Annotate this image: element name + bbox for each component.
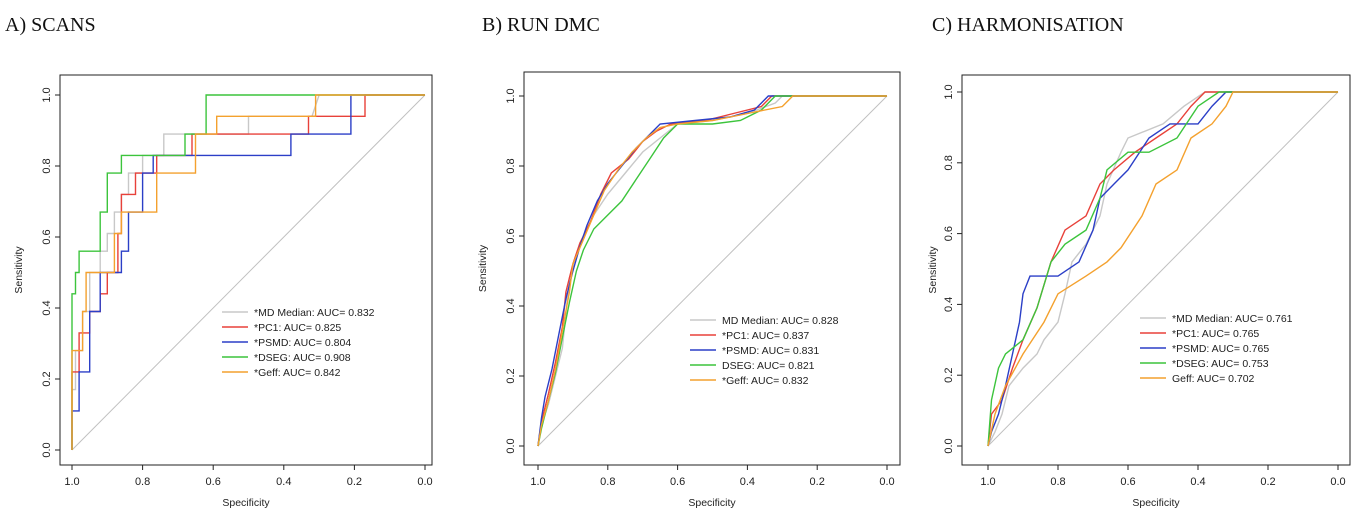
- y-axis-label: Sensitivity: [927, 246, 939, 294]
- panel-title-scans: A) SCANS: [5, 14, 96, 36]
- chart-3: 1.0 0.8 0.6 0.4 0.2 0.0 0.0 0.2 0.4 0.6 0.8 1.0 Spec…: [927, 74, 1351, 508]
- y-tick-label: 0.6: [943, 226, 955, 241]
- y-tick-label: 0.4: [943, 297, 955, 312]
- y-tick-label: 0.2: [505, 368, 517, 383]
- y-tick-label: 0.2: [943, 368, 955, 383]
- legend-label-md: *MD Median: AUC= 0.761: [1172, 313, 1293, 325]
- legend-label-geff: *Geff: AUC= 0.832: [722, 375, 809, 387]
- plot-frame: [523, 71, 901, 466]
- x-tick-label: 0.4: [1190, 476, 1205, 488]
- x-tick-label: 1.0: [530, 476, 545, 488]
- x-tick-label: 0.2: [347, 476, 362, 488]
- x-tick-label: 0.4: [740, 476, 755, 488]
- legend-label-md: *MD Median: AUC= 0.832: [254, 307, 375, 319]
- x-tick-label: 0.0: [417, 476, 432, 488]
- y-tick-label: 0.6: [505, 228, 517, 243]
- reference-diagonal: [71, 94, 426, 451]
- chart-2: 1.0 0.8 0.6 0.4 0.2 0.0 0.0 0.2 0.4 0.6 0.8 1.0 Spec…: [477, 71, 901, 508]
- chart-1: 1.0 0.8 0.6 0.4 0.2 0.0 0.0 0.2 0.4 0.6 0.8 1.0 Spec…: [13, 74, 433, 508]
- x-tick-label: 0.2: [810, 476, 825, 488]
- x-tick-label: 0.8: [600, 476, 615, 488]
- roc-curve-geff: [71, 94, 425, 450]
- legend-label-dseg: *DSEG: AUC= 0.753: [1172, 358, 1269, 370]
- x-tick-label: 0.2: [1260, 476, 1275, 488]
- y-tick-label: 1.0: [505, 88, 517, 103]
- y-tick-label: 0.2: [41, 371, 53, 386]
- legend-label-pc1: *PC1: AUC= 0.825: [254, 322, 341, 334]
- y-tick-label: 0.8: [943, 155, 955, 170]
- x-tick-label: 0.4: [276, 476, 291, 488]
- y-tick-label: 0.8: [505, 158, 517, 173]
- roc-curve-dseg: [987, 91, 1338, 447]
- x-tick-label: 1.0: [64, 476, 79, 488]
- y-tick-label: 1.0: [41, 87, 53, 102]
- panel-title-run-dmc: B) RUN DMC: [482, 14, 600, 36]
- roc-curve-geff: [987, 91, 1338, 447]
- y-tick-label: 0.0: [41, 442, 53, 457]
- x-axis-label: Specificity: [1132, 497, 1180, 508]
- y-tick-label: 0.0: [943, 438, 955, 453]
- roc-curve-psmd: [71, 94, 425, 450]
- panel-title-harmonisation: C) HARMONISATION: [932, 14, 1124, 36]
- x-tick-label: 0.8: [1050, 476, 1065, 488]
- x-tick-label: 0.6: [1120, 476, 1135, 488]
- x-axis-label: Specificity: [688, 497, 736, 508]
- legend-label-geff: Geff: AUC= 0.702: [1172, 373, 1255, 385]
- y-tick-label: 0.8: [41, 158, 53, 173]
- roc-curve-pc1: [537, 95, 887, 447]
- x-tick-label: 0.8: [135, 476, 150, 488]
- legend-label-pc1: *PC1: AUC= 0.837: [722, 330, 809, 342]
- roc-curve-md: [987, 91, 1338, 447]
- y-tick-label: 0.4: [41, 300, 53, 315]
- legend-label-psmd: *PSMD: AUC= 0.804: [254, 337, 351, 349]
- legend-label-psmd: *PSMD: AUC= 0.765: [1172, 343, 1269, 355]
- x-axis-label: Specificity: [222, 497, 270, 508]
- legend-label-dseg: *DSEG: AUC= 0.908: [254, 352, 351, 364]
- reference-diagonal: [987, 91, 1339, 447]
- y-tick-label: 0.4: [505, 298, 517, 313]
- x-tick-label: 0.0: [1330, 476, 1345, 488]
- legend-label-dseg: DSEG: AUC= 0.821: [722, 360, 815, 372]
- roc-curve-geff: [537, 95, 887, 447]
- legend-label-psmd: *PSMD: AUC= 0.831: [722, 345, 819, 357]
- y-tick-label: 1.0: [943, 84, 955, 99]
- reference-diagonal: [537, 95, 888, 447]
- plot-frame: [59, 74, 433, 466]
- y-tick-label: 0.6: [41, 229, 53, 244]
- x-tick-label: 1.0: [980, 476, 995, 488]
- y-tick-label: 0.0: [505, 438, 517, 453]
- legend-label-md: MD Median: AUC= 0.828: [722, 315, 839, 327]
- roc-curve-dseg: [71, 94, 425, 450]
- x-tick-label: 0.0: [879, 476, 894, 488]
- roc-curve-psmd: [987, 91, 1338, 447]
- y-axis-label: Sensitivity: [13, 246, 25, 294]
- legend-label-pc1: *PC1: AUC= 0.765: [1172, 328, 1259, 340]
- x-tick-label: 0.6: [670, 476, 685, 488]
- y-axis-label: Sensitivity: [477, 244, 489, 292]
- x-tick-label: 0.6: [206, 476, 221, 488]
- roc-curve-dseg: [537, 95, 887, 447]
- legend-label-geff: *Geff: AUC= 0.842: [254, 367, 341, 379]
- plot-frame: [961, 74, 1351, 466]
